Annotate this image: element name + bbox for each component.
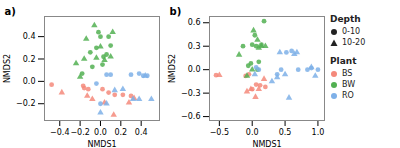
svg-text:0.6: 0.6: [188, 18, 201, 27]
svg-text:0.0: 0.0: [23, 77, 36, 86]
html-text:RO: RO: [342, 91, 354, 100]
svg-text:1.0: 1.0: [312, 128, 325, 137]
svg-text:−0.2: −0.2: [16, 99, 35, 108]
svg-text:−0.3: −0.3: [181, 89, 200, 98]
svg-text:−0.5: −0.5: [210, 128, 229, 137]
svg-text:a): a): [5, 6, 16, 17]
svg-text:−0.6: −0.6: [181, 112, 200, 121]
svg-text:b): b): [170, 6, 182, 17]
svg-text:0.0: 0.0: [94, 128, 107, 137]
html-text:Depth: Depth: [330, 14, 361, 24]
html-text:BW: BW: [342, 80, 356, 89]
svg-text:0.4: 0.4: [135, 128, 148, 137]
html-text:10-20: 10-20: [342, 38, 366, 47]
svg-text:0.0: 0.0: [188, 65, 201, 74]
svg-text:0.3: 0.3: [188, 42, 201, 51]
svg-text:0.0: 0.0: [246, 128, 259, 137]
svg-text:NMDS2: NMDS2: [3, 54, 12, 83]
html-text:BS: BS: [342, 69, 353, 78]
svg-text:0.5: 0.5: [279, 128, 292, 137]
svg-text:NMDS2: NMDS2: [168, 54, 177, 83]
html-text:0-10: 0-10: [342, 27, 361, 36]
svg-text:0.4: 0.4: [23, 32, 36, 41]
svg-text:−0.2: −0.2: [70, 128, 89, 137]
svg-text:NMDS1: NMDS1: [252, 140, 281, 148]
svg-text:0.2: 0.2: [114, 128, 127, 137]
svg-text:0.2: 0.2: [23, 55, 36, 64]
svg-text:NMDS1: NMDS1: [87, 140, 116, 148]
html-text:Plant: Plant: [330, 56, 357, 66]
svg-text:−0.4: −0.4: [50, 128, 69, 137]
